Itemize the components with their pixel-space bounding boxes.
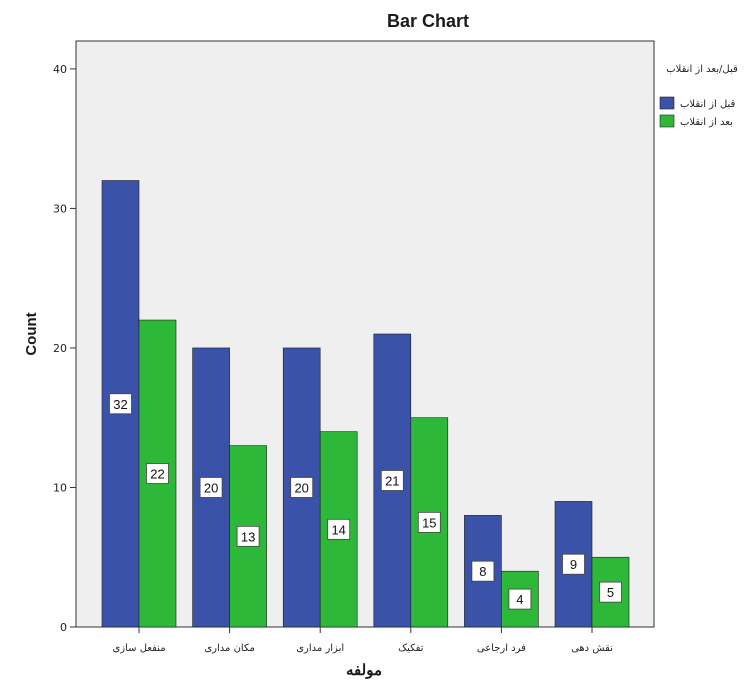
data-label-box — [236, 525, 260, 547]
data-label: 20 — [204, 480, 218, 495]
legend-swatch — [659, 114, 675, 128]
data-label: 15 — [422, 515, 436, 530]
data-label-box — [290, 477, 314, 498]
data-label-box — [599, 581, 622, 603]
data-label: 9 — [570, 557, 577, 572]
data-label: 14 — [331, 522, 345, 537]
data-label-box — [327, 518, 351, 540]
legend: قبل/بعد از انقلاب قبل از انقلاب بعد از ان… — [659, 64, 738, 128]
data-label: 32 — [113, 397, 127, 412]
data-label-box — [508, 588, 532, 610]
data-label: 4 — [516, 592, 523, 607]
data-label-box — [146, 463, 169, 484]
data-label-box — [380, 470, 404, 491]
data-label: 5 — [607, 585, 614, 600]
y-tick-label: 30 — [53, 202, 67, 215]
y-tick-label: 40 — [53, 63, 67, 76]
data-label-box — [471, 560, 495, 582]
data-label-box — [417, 511, 441, 533]
legend-label: بعد از انقلاب — [680, 117, 733, 128]
x-axis: منفعل سازی مکان مداری ابزار مداری تفکیک فرد … — [112, 627, 613, 654]
chart-title: Bar Chart — [387, 11, 469, 31]
data-label: 8 — [479, 564, 486, 579]
data-label: 22 — [150, 467, 164, 482]
data-label: 13 — [241, 529, 255, 544]
y-axis: 0 10 20 30 40 — [53, 63, 76, 634]
data-label-box — [562, 553, 585, 575]
x-tick-label: منفعل سازی — [112, 643, 165, 654]
x-axis-title: مولفه — [346, 662, 382, 679]
x-tick-label: نقش دهی — [571, 643, 613, 654]
data-labels-layer: 32 22 20 13 20 14 21 15 8 4 9 5 — [109, 393, 622, 610]
x-tick-label: فرد ارجاعی — [477, 643, 526, 654]
legend-swatch — [659, 96, 675, 110]
data-label: 20 — [294, 480, 308, 495]
x-tick-label: تفکیک — [398, 643, 424, 654]
data-label-box — [109, 393, 132, 415]
y-tick-label: 10 — [53, 481, 67, 494]
y-tick-label: 20 — [53, 342, 67, 355]
y-axis-title: Count — [23, 312, 40, 355]
legend-label: قبل از انقلاب — [680, 99, 736, 110]
data-label-box — [199, 477, 223, 498]
data-label: 21 — [385, 474, 399, 489]
x-tick-label: مکان مداری — [204, 643, 255, 654]
y-tick-label: 0 — [60, 621, 67, 634]
legend-title: قبل/بعد از انقلاب — [666, 64, 738, 75]
x-tick-label: ابزار مداری — [296, 643, 344, 654]
